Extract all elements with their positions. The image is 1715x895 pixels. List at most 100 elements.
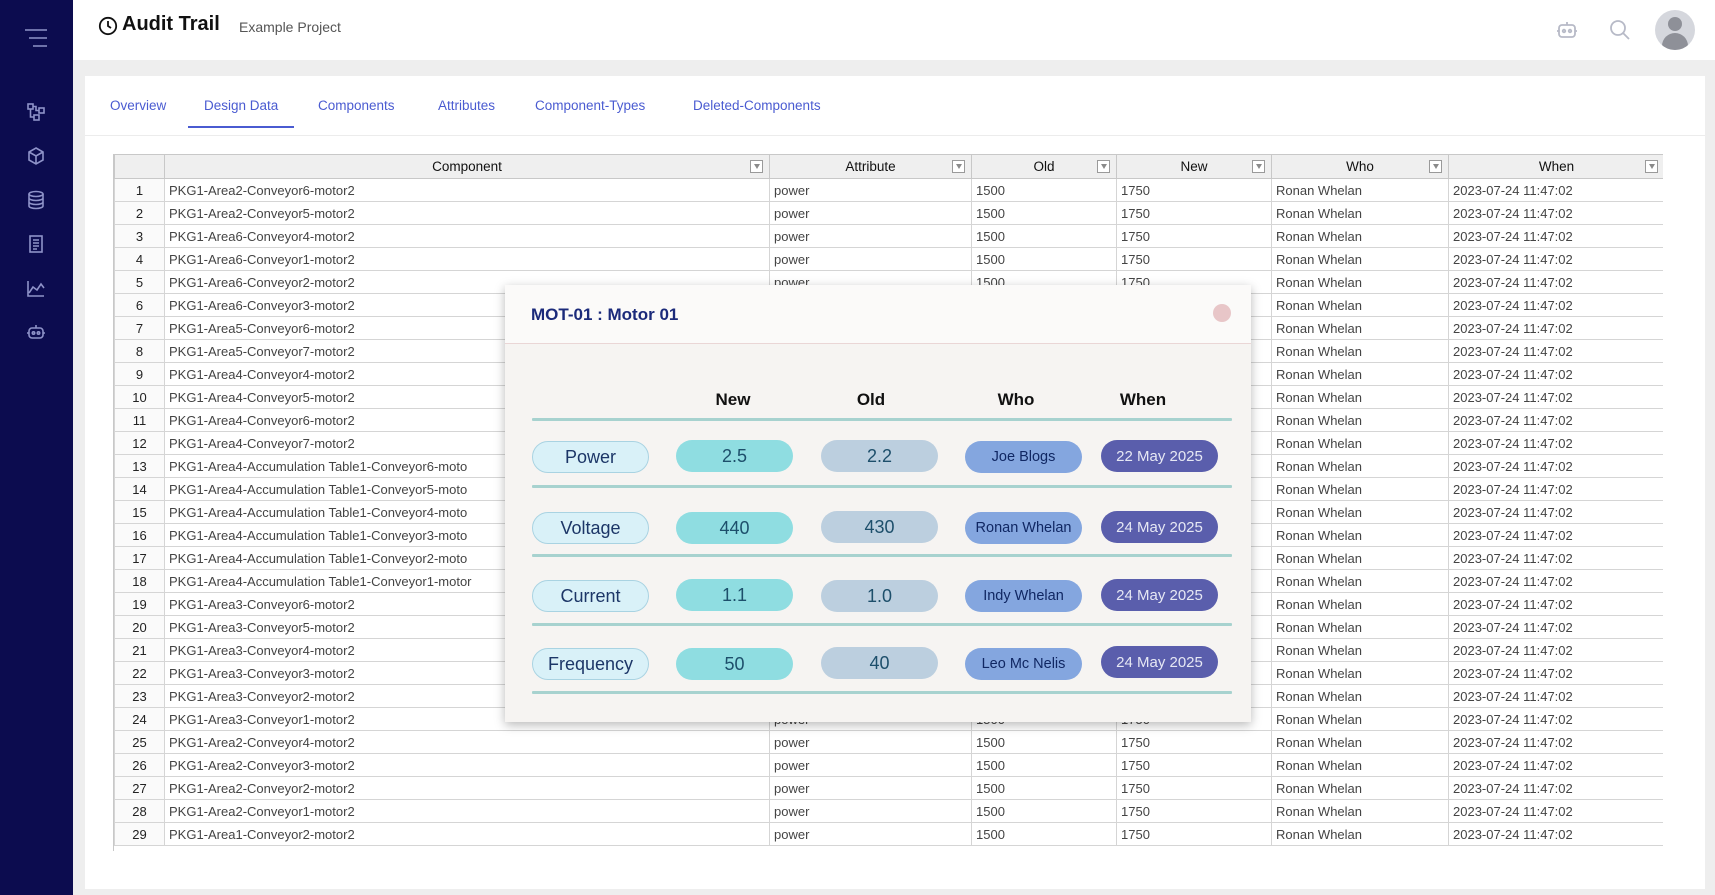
robot-icon[interactable] — [22, 318, 50, 346]
modal-divider — [532, 554, 1232, 557]
network-icon[interactable] — [22, 98, 50, 126]
table-row[interactable]: 3 PKG1-Area6-Conveyor4-motor2 power 1500 175… — [114, 224, 1663, 248]
cell-old: 1500 — [971, 224, 1117, 248]
cell-new: 1750 — [1116, 822, 1272, 846]
column-header-old[interactable]: Old — [971, 154, 1117, 179]
chart-icon[interactable] — [22, 274, 50, 302]
tab-design-data[interactable]: Design Data — [188, 98, 295, 128]
tab-deleted-components[interactable]: Deleted-Components — [693, 98, 821, 113]
cell-when: 2023-07-24 11:47:02 — [1448, 615, 1663, 639]
row-number-cell: 21 — [114, 638, 165, 662]
table-row[interactable]: 2 PKG1-Area2-Conveyor5-motor2 power 1500 175… — [114, 201, 1663, 225]
column-header-attribute[interactable]: Attribute — [769, 154, 972, 179]
filter-icon[interactable] — [750, 160, 763, 173]
table-row[interactable]: 4 PKG1-Area6-Conveyor1-motor2 power 1500 175… — [114, 247, 1663, 271]
column-header-when[interactable]: When — [1448, 154, 1663, 179]
report-icon[interactable] — [22, 230, 50, 258]
tab-attributes[interactable]: Attributes — [438, 98, 496, 113]
modal-old-value: 2.2 — [821, 440, 938, 472]
search-icon[interactable] — [1608, 18, 1632, 42]
modal-divider — [532, 623, 1232, 626]
cell-when: 2023-07-24 11:47:02 — [1448, 707, 1663, 731]
modal-attribute-label: Power — [532, 441, 649, 473]
modal-attribute-label: Voltage — [532, 512, 649, 544]
filter-icon[interactable] — [1097, 160, 1110, 173]
table-row[interactable]: 25 PKG1-Area2-Conveyor4-motor2 power 1500 17… — [114, 730, 1663, 754]
cell-when: 2023-07-24 11:47:02 — [1448, 592, 1663, 616]
modal-divider — [532, 691, 1232, 694]
modal-who-value: Indy Whelan — [965, 580, 1082, 612]
modal-when-value: 24 May 2025 — [1101, 579, 1218, 611]
cell-old: 1500 — [971, 799, 1117, 823]
clock-icon — [98, 16, 118, 36]
component-detail-modal: MOT-01 : Motor 01 New Old Who When Power… — [505, 285, 1251, 722]
filter-icon[interactable] — [1645, 160, 1658, 173]
cell-new: 1750 — [1116, 247, 1272, 271]
cell-attribute: power — [769, 776, 972, 800]
filter-icon[interactable] — [1252, 160, 1265, 173]
app-header: Audit Trail Example Project — [73, 0, 1715, 60]
robot-assistant-icon[interactable] — [1555, 18, 1579, 42]
cell-who: Ronan Whelan — [1271, 477, 1449, 501]
row-number-cell: 25 — [114, 730, 165, 754]
cell-attribute: power — [769, 178, 972, 202]
cell-when: 2023-07-24 11:47:02 — [1448, 293, 1663, 317]
row-number-cell: 14 — [114, 477, 165, 501]
cell-component: PKG1-Area1-Conveyor2-motor2 — [164, 822, 770, 846]
tab-overview[interactable]: Overview — [110, 98, 167, 113]
row-number-cell: 4 — [114, 247, 165, 271]
cell-when: 2023-07-24 11:47:02 — [1448, 201, 1663, 225]
cell-who: Ronan Whelan — [1271, 592, 1449, 616]
close-icon[interactable] — [1213, 304, 1231, 322]
row-number-cell: 19 — [114, 592, 165, 616]
cell-when: 2023-07-24 11:47:02 — [1448, 477, 1663, 501]
avatar[interactable] — [1655, 10, 1695, 50]
column-header-new[interactable]: New — [1116, 154, 1272, 179]
filter-icon[interactable] — [952, 160, 965, 173]
tab-bar: Overview Design Data Components Attribut… — [85, 76, 1705, 136]
row-number-cell: 16 — [114, 523, 165, 547]
table-row[interactable]: 1 PKG1-Area2-Conveyor6-motor2 power 1500 175… — [114, 178, 1663, 202]
cell-old: 1500 — [971, 201, 1117, 225]
cell-who: Ronan Whelan — [1271, 247, 1449, 271]
column-header-who[interactable]: Who — [1271, 154, 1449, 179]
modal-divider — [532, 485, 1232, 488]
database-icon[interactable] — [22, 186, 50, 214]
modal-when-value: 24 May 2025 — [1101, 646, 1218, 678]
cell-who: Ronan Whelan — [1271, 661, 1449, 685]
grid-header-row: Component Attribute Old New Who When — [114, 154, 1663, 179]
table-row[interactable]: 26 PKG1-Area2-Conveyor3-motor2 power 1500 17… — [114, 753, 1663, 777]
tab-component-types[interactable]: Component-Types — [535, 98, 646, 113]
filter-icon[interactable] — [1429, 160, 1442, 173]
row-number-cell: 18 — [114, 569, 165, 593]
modal-old-value: 430 — [821, 511, 938, 543]
cell-who: Ronan Whelan — [1271, 500, 1449, 524]
cell-new: 1750 — [1116, 178, 1272, 202]
row-number-cell: 8 — [114, 339, 165, 363]
modal-new-value: 1.1 — [676, 579, 793, 611]
modal-header-new: New — [715, 390, 751, 409]
modal-when-value: 22 May 2025 — [1101, 440, 1218, 472]
table-row[interactable]: 27 PKG1-Area2-Conveyor2-motor2 power 1500 17… — [114, 776, 1663, 800]
cell-component: PKG1-Area2-Conveyor5-motor2 — [164, 201, 770, 225]
cube-icon[interactable] — [22, 142, 50, 170]
tab-components[interactable]: Components — [318, 98, 395, 113]
cell-who: Ronan Whelan — [1271, 822, 1449, 846]
modal-attribute-label: Current — [532, 580, 649, 612]
modal-header-old: Old — [856, 390, 886, 409]
table-row[interactable]: 28 PKG1-Area2-Conveyor1-motor2 power 1500 17… — [114, 799, 1663, 823]
table-row[interactable]: 29 PKG1-Area1-Conveyor2-motor2 power 1500 17… — [114, 822, 1663, 846]
modal-header-when: When — [1119, 390, 1167, 409]
modal-header: MOT-01 : Motor 01 — [505, 285, 1251, 344]
menu-icon[interactable] — [22, 24, 50, 52]
row-number-cell: 17 — [114, 546, 165, 570]
cell-who: Ronan Whelan — [1271, 684, 1449, 708]
project-name: Example Project — [239, 19, 341, 35]
cell-when: 2023-07-24 11:47:02 — [1448, 730, 1663, 754]
row-number-cell: 9 — [114, 362, 165, 386]
cell-when: 2023-07-24 11:47:02 — [1448, 431, 1663, 455]
row-number-cell: 28 — [114, 799, 165, 823]
cell-new: 1750 — [1116, 776, 1272, 800]
column-header-component[interactable]: Component — [164, 154, 770, 179]
cell-component: PKG1-Area2-Conveyor3-motor2 — [164, 753, 770, 777]
